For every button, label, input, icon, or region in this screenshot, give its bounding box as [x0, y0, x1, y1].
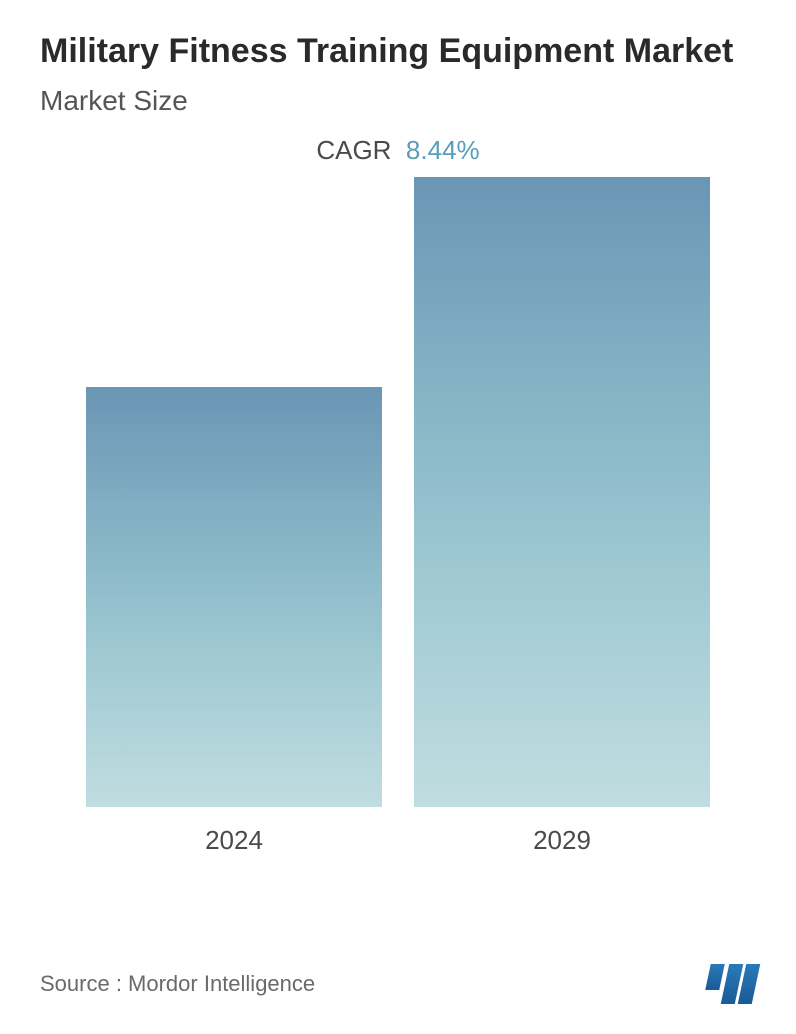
bar-group-1: 2029: [414, 177, 709, 856]
logo: [708, 964, 756, 1004]
bar-0: [86, 387, 381, 807]
source-text: Source : Mordor Intelligence: [40, 971, 315, 997]
cagr-value: 8.44%: [406, 135, 480, 165]
bar-label-0: 2024: [205, 825, 263, 856]
logo-bar-0: [705, 964, 725, 990]
cagr-row: CAGR 8.44%: [40, 135, 756, 166]
chart-area: 2024 2029: [40, 216, 756, 856]
bar-group-0: 2024: [86, 387, 381, 856]
bar-label-1: 2029: [533, 825, 591, 856]
cagr-label: CAGR: [316, 135, 391, 165]
chart-title: Military Fitness Training Equipment Mark…: [40, 30, 756, 73]
bar-1: [414, 177, 709, 807]
chart-subtitle: Market Size: [40, 85, 756, 117]
footer: Source : Mordor Intelligence: [40, 964, 756, 1004]
